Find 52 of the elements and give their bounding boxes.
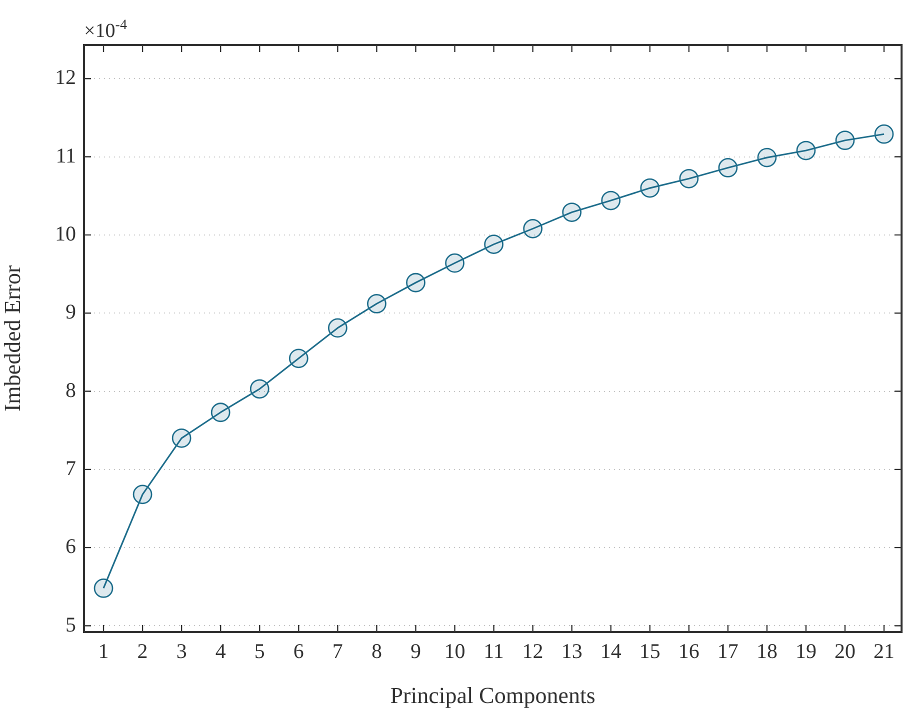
y-axis-title: Imbedded Error [0,265,25,412]
point [288,348,308,368]
point [445,253,464,273]
x-tick-label: 9 [410,639,421,664]
y-tick-label: 10 [55,221,76,246]
x-tick-label: 11 [484,639,504,664]
point [328,318,348,338]
y-tick-label: 9 [66,300,76,324]
point [484,234,504,254]
x-tick-label: 1 [98,639,109,664]
y-tick-label: 8 [66,378,76,402]
point [172,428,192,448]
point [835,130,855,150]
point [874,124,894,144]
x-tick-label: 20 [834,639,856,664]
x-tick-label: 16 [678,639,700,664]
x-tick-label: 2 [137,639,148,664]
y-tick-label: 5 [66,612,76,636]
x-tick-label: 21 [874,639,895,664]
x-tick-label: 18 [756,639,778,664]
point [601,190,621,210]
point [366,294,386,314]
x-tick-label: 3 [176,639,187,664]
point [679,168,699,188]
y-tick-label: 7 [66,456,76,480]
y-tick-label: 6 [66,534,76,558]
x-tick-label: 14 [600,639,622,664]
y-tick-label: 11 [56,143,76,168]
x-tick-label: 6 [293,639,304,664]
x-tick-label: 4 [215,639,226,664]
x-tick-label: 5 [254,639,265,664]
point [640,178,660,198]
point [562,202,582,222]
x-tick-label: 17 [717,639,738,664]
x-tick-label: 13 [561,639,582,664]
x-tick-label: 8 [371,639,382,664]
point [132,484,152,504]
point [406,272,426,292]
x-tick-label: 7 [332,639,343,664]
point [718,158,738,178]
x-tick-label: 19 [795,639,816,664]
point [94,578,114,598]
point [757,148,777,168]
x-tick-label: 10 [444,639,466,664]
y-tick-label: 12 [55,65,76,90]
x-tick-label: 15 [639,639,660,664]
x-axis-title: Principal Components [390,683,596,708]
x-tick-label: 12 [522,639,544,664]
point [796,140,816,160]
point [250,379,270,399]
point [523,218,542,238]
point [210,402,230,422]
